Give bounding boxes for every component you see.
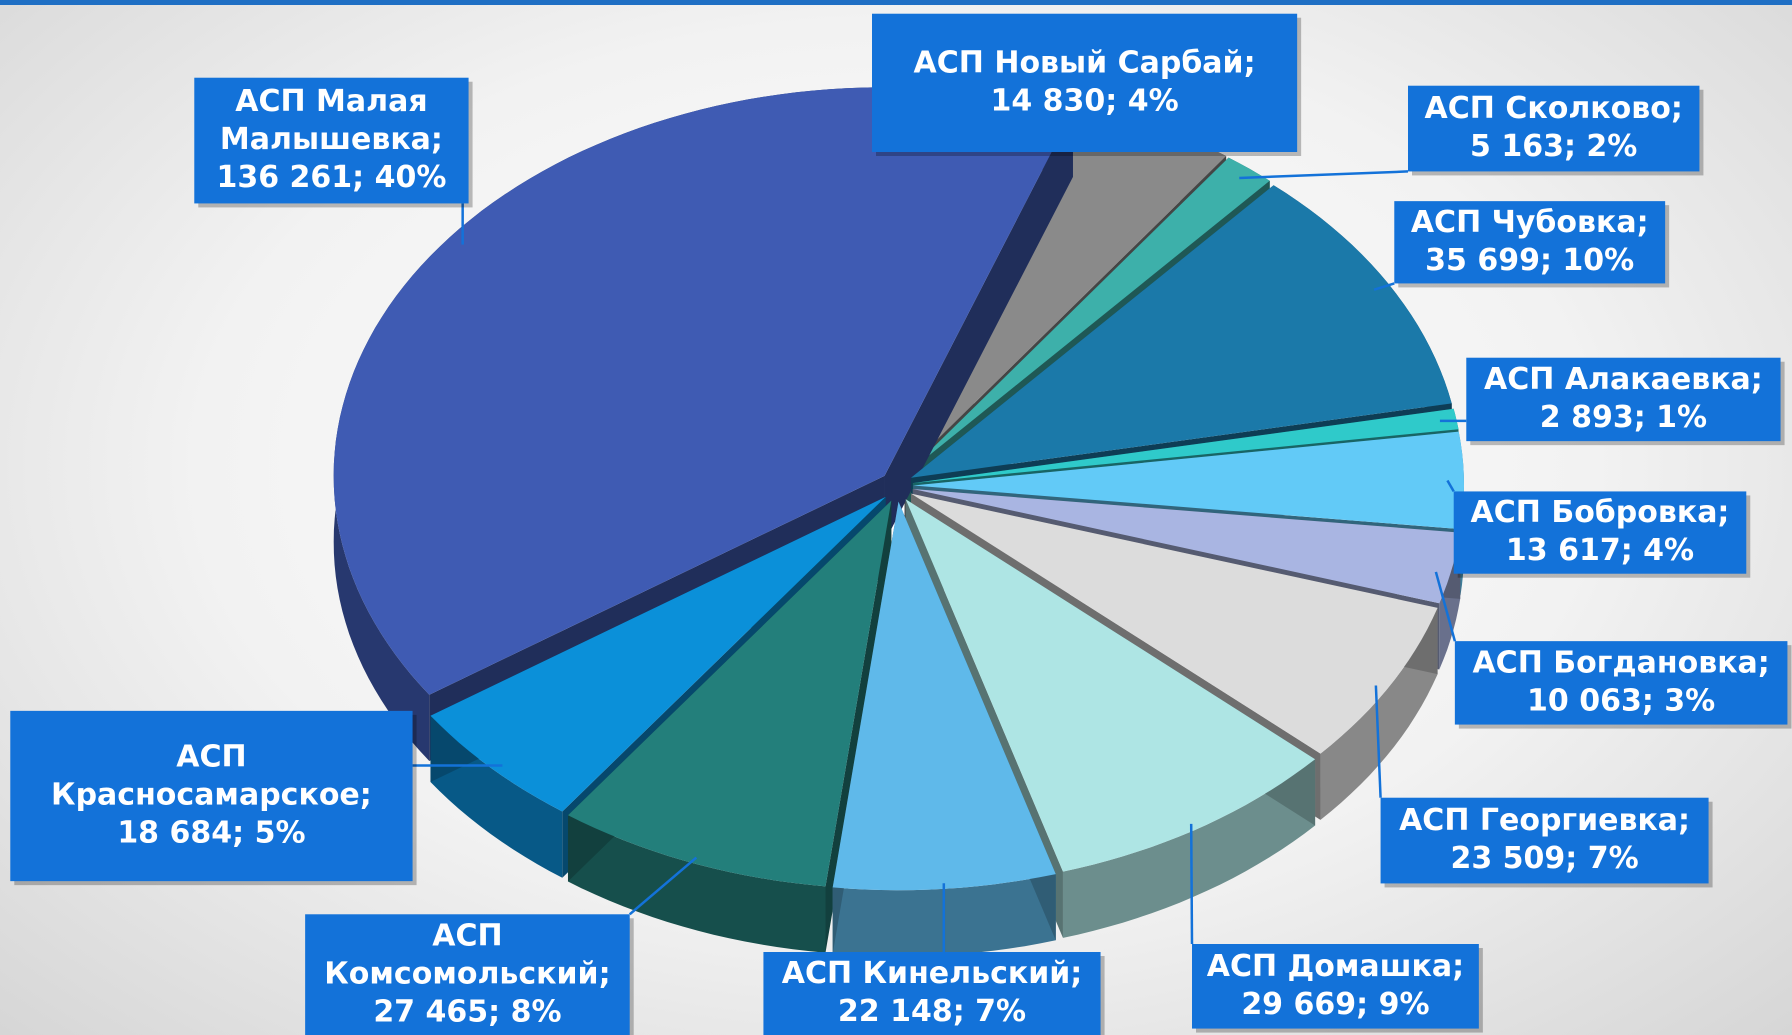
top-bar <box>0 0 1792 5</box>
data-label: 2 893; 1% <box>1540 400 1707 435</box>
data-label: АСП Алакаевка; <box>1484 362 1763 397</box>
slice <box>905 499 1316 872</box>
data-label: 13 617; 4% <box>1506 533 1694 568</box>
label-box <box>1466 357 1781 442</box>
label-box <box>763 952 1101 1035</box>
data-label: 10 063; 3% <box>1527 683 1715 718</box>
leader-line <box>1189 823 1194 945</box>
data-label: 18 684; 5% <box>117 816 305 851</box>
slice-side <box>1063 759 1316 938</box>
slice <box>907 157 1270 474</box>
slice <box>911 185 1452 478</box>
slice <box>904 106 1227 472</box>
data-label: 27 465; 8% <box>373 994 561 1029</box>
labels: АСП Новый Сарбай;14 830; 4% АСП Сколково;… <box>10 13 1792 1035</box>
leader-line <box>628 856 698 916</box>
slice-wall <box>884 110 1073 543</box>
data-label: АСП Сколково; <box>1425 91 1683 126</box>
data-label: 23 509; 7% <box>1450 841 1638 876</box>
label-box <box>305 914 630 1035</box>
label-box <box>1394 201 1666 284</box>
data-label: АСП Чубовка; <box>1411 205 1649 240</box>
slice <box>333 87 1073 695</box>
slice <box>832 501 1056 891</box>
leader-line <box>1373 282 1395 291</box>
label-box <box>1380 797 1709 884</box>
data-label: 136 261; 40% <box>216 160 446 195</box>
data-label: АСП <box>432 918 502 953</box>
slice <box>912 408 1459 484</box>
leader-line <box>1239 170 1409 180</box>
slice <box>912 488 1461 604</box>
leader-line <box>1434 571 1457 642</box>
label-box <box>10 710 413 882</box>
data-label: Малышевка; <box>220 122 443 157</box>
data-label: АСП Георгиевка; <box>1399 803 1690 838</box>
data-label: АСП Домашка; <box>1207 949 1464 984</box>
label-box <box>1454 641 1788 725</box>
slice <box>568 500 892 887</box>
slice-side <box>568 815 826 953</box>
slice <box>911 493 1438 754</box>
label-box <box>194 77 469 204</box>
data-label: 5 163; 2% <box>1470 129 1637 164</box>
label-box <box>1453 491 1747 574</box>
data-label: Комсомольский; <box>324 956 610 991</box>
data-label: Красносамарское; <box>51 778 372 813</box>
data-label: АСП Богдановка; <box>1472 645 1769 680</box>
label-box <box>1408 85 1700 172</box>
data-label: АСП Новый Сарбай; <box>914 45 1256 80</box>
leader-line <box>1374 685 1382 798</box>
slice <box>913 431 1464 530</box>
data-label: АСП Кинельский; <box>782 956 1083 991</box>
data-label: АСП Малая <box>235 84 427 119</box>
slice <box>430 496 886 812</box>
data-label: 14 830; 4% <box>990 83 1178 118</box>
label-box <box>872 13 1298 153</box>
leader-line <box>1446 479 1455 493</box>
data-label: 22 148; 7% <box>838 994 1026 1029</box>
data-label: АСП <box>176 740 246 775</box>
data-label: 29 669; 9% <box>1241 987 1429 1022</box>
data-label: АСП Бобровка; <box>1471 495 1730 530</box>
label-box <box>1192 944 1479 1029</box>
data-label: 35 699; 10% <box>1425 243 1634 278</box>
